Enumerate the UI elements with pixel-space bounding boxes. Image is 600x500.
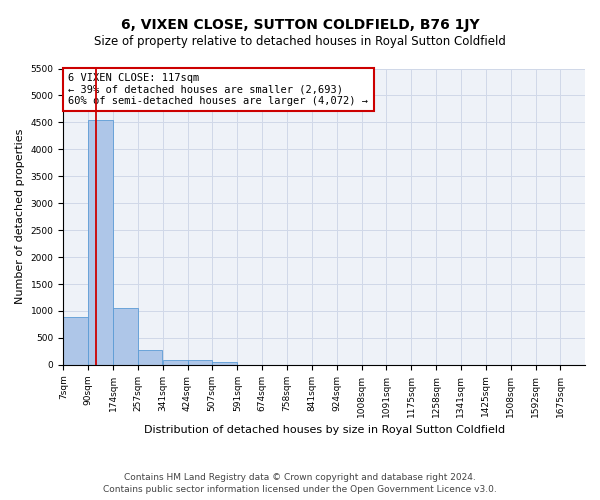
Text: Contains public sector information licensed under the Open Government Licence v3: Contains public sector information licen…: [103, 485, 497, 494]
Text: Contains HM Land Registry data © Crown copyright and database right 2024.: Contains HM Land Registry data © Crown c…: [124, 472, 476, 482]
X-axis label: Distribution of detached houses by size in Royal Sutton Coldfield: Distribution of detached houses by size …: [143, 425, 505, 435]
Bar: [212, 362, 237, 365]
Bar: [88, 120, 113, 365]
Bar: [113, 308, 138, 365]
Y-axis label: Number of detached properties: Number of detached properties: [15, 129, 25, 304]
Text: 6, VIXEN CLOSE, SUTTON COLDFIELD, B76 1JY: 6, VIXEN CLOSE, SUTTON COLDFIELD, B76 1J…: [121, 18, 479, 32]
Bar: [163, 360, 188, 365]
Bar: [138, 350, 163, 365]
Bar: [188, 360, 212, 365]
Text: 6 VIXEN CLOSE: 117sqm
← 39% of detached houses are smaller (2,693)
60% of semi-d: 6 VIXEN CLOSE: 117sqm ← 39% of detached …: [68, 73, 368, 106]
Text: Size of property relative to detached houses in Royal Sutton Coldfield: Size of property relative to detached ho…: [94, 35, 506, 48]
Bar: [63, 318, 88, 365]
